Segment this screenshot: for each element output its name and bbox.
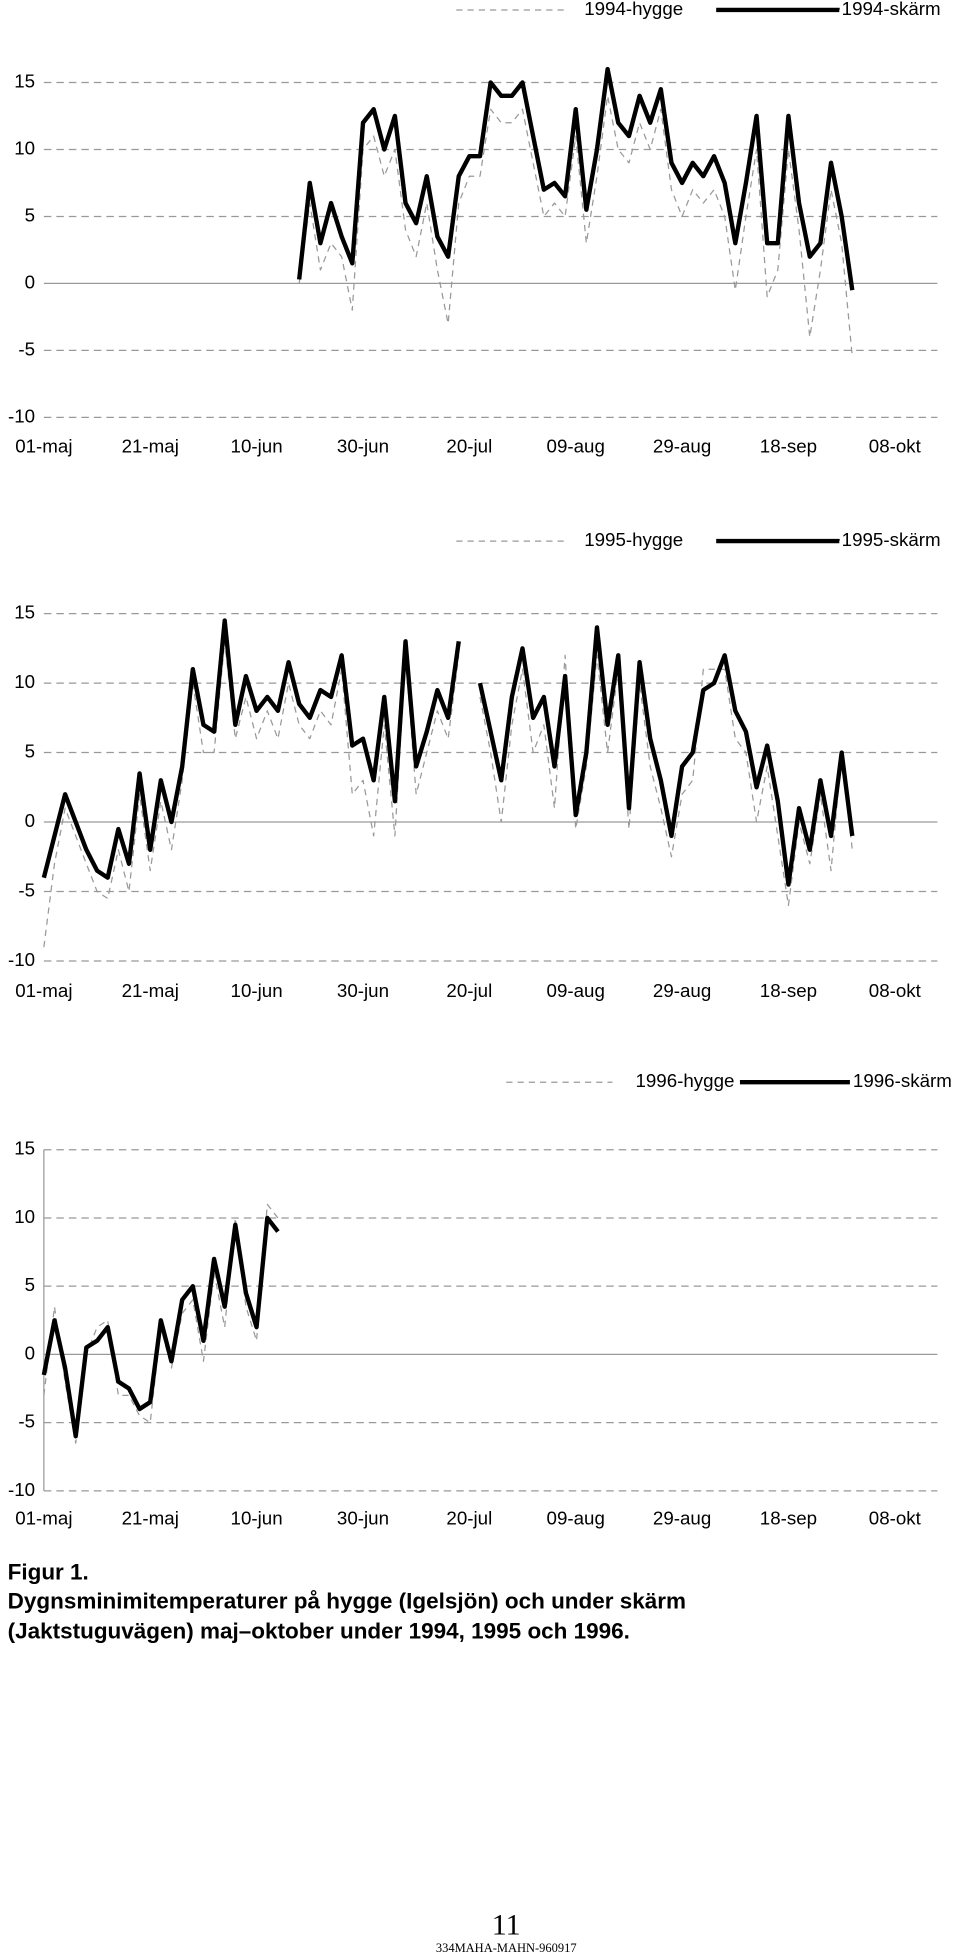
x-tick-label: 30-jun <box>337 1508 389 1529</box>
x-tick-label: 01-maj <box>15 1508 72 1529</box>
y-tick-label: 10 <box>14 671 35 692</box>
data-line <box>296 66 855 291</box>
figure-label: Figur 1. <box>8 1560 89 1585</box>
x-tick-label: 18-sep <box>760 980 817 1001</box>
x-tick-label: 20-jul <box>446 1508 492 1529</box>
x-tick-label: 01-maj <box>15 435 72 456</box>
y-tick-label: 0 <box>25 810 35 831</box>
data-line <box>479 654 853 907</box>
x-tick-label: 08-okt <box>869 980 922 1001</box>
x-tick-label: 30-jun <box>337 980 389 1001</box>
y-tick-label: 15 <box>14 70 35 91</box>
y-tick-label: -10 <box>8 949 35 970</box>
data-line <box>41 1215 280 1439</box>
x-tick-label: 20-jul <box>446 980 492 1001</box>
page-number: 11 <box>492 1909 521 1942</box>
x-tick-label: 20-jul <box>446 435 492 456</box>
y-tick-label: -5 <box>18 1411 35 1432</box>
legend-label: 1996-hygge <box>635 1070 734 1091</box>
x-tick-label: 21-maj <box>122 980 179 1001</box>
legend-label: 1995-skärm <box>842 529 941 550</box>
y-tick-label: 15 <box>14 1138 35 1159</box>
x-tick-label: 10-jun <box>231 435 283 456</box>
y-tick-label: -10 <box>8 405 35 426</box>
x-tick-label: 08-okt <box>869 1508 922 1529</box>
x-tick-label: 18-sep <box>760 1508 817 1529</box>
legend-label: 1994-hygge <box>584 0 683 19</box>
y-tick-label: 0 <box>25 1342 35 1363</box>
data-line <box>41 618 461 880</box>
legend-label: 1995-hygge <box>584 529 683 550</box>
y-tick-label: 15 <box>14 602 35 623</box>
x-tick-label: 08-okt <box>869 435 922 456</box>
x-tick-label: 09-aug <box>547 435 605 456</box>
data-line <box>43 640 460 948</box>
y-tick-label: 10 <box>14 1206 35 1227</box>
x-tick-label: 21-maj <box>122 435 179 456</box>
data-line <box>477 625 855 887</box>
legend-label: 1996-skärm <box>853 1070 952 1091</box>
y-tick-label: 10 <box>14 137 35 158</box>
data-line <box>298 95 853 358</box>
x-tick-label: 29-aug <box>653 980 711 1001</box>
x-tick-label: 10-jun <box>231 1508 283 1529</box>
x-tick-label: 29-aug <box>653 435 711 456</box>
x-tick-label: 09-aug <box>547 1508 605 1529</box>
y-tick-label: -5 <box>18 879 35 900</box>
x-tick-label: 29-aug <box>653 1508 711 1529</box>
document-code: 334MAHA-MAHN-960917 <box>436 1941 577 1955</box>
x-tick-label: 09-aug <box>547 980 605 1001</box>
y-tick-label: -5 <box>18 338 35 359</box>
x-tick-label: 18-sep <box>760 435 817 456</box>
x-tick-label: 30-jun <box>337 435 389 456</box>
legend-label: 1994-skärm <box>842 0 941 19</box>
x-tick-label: 10-jun <box>231 980 283 1001</box>
y-tick-label: 5 <box>25 204 35 225</box>
y-tick-label: 0 <box>25 271 35 292</box>
x-tick-label: 21-maj <box>122 1508 179 1529</box>
caption-line: Dygnsminimitemperaturer på hygge (Igelsj… <box>8 1588 686 1613</box>
y-tick-label: -10 <box>8 1479 35 1500</box>
y-tick-label: 5 <box>25 1274 35 1295</box>
y-tick-label: 5 <box>25 741 35 762</box>
x-tick-label: 01-maj <box>15 980 72 1001</box>
caption-line: (Jaktstuguvägen) maj–oktober under 1994,… <box>8 1618 630 1643</box>
